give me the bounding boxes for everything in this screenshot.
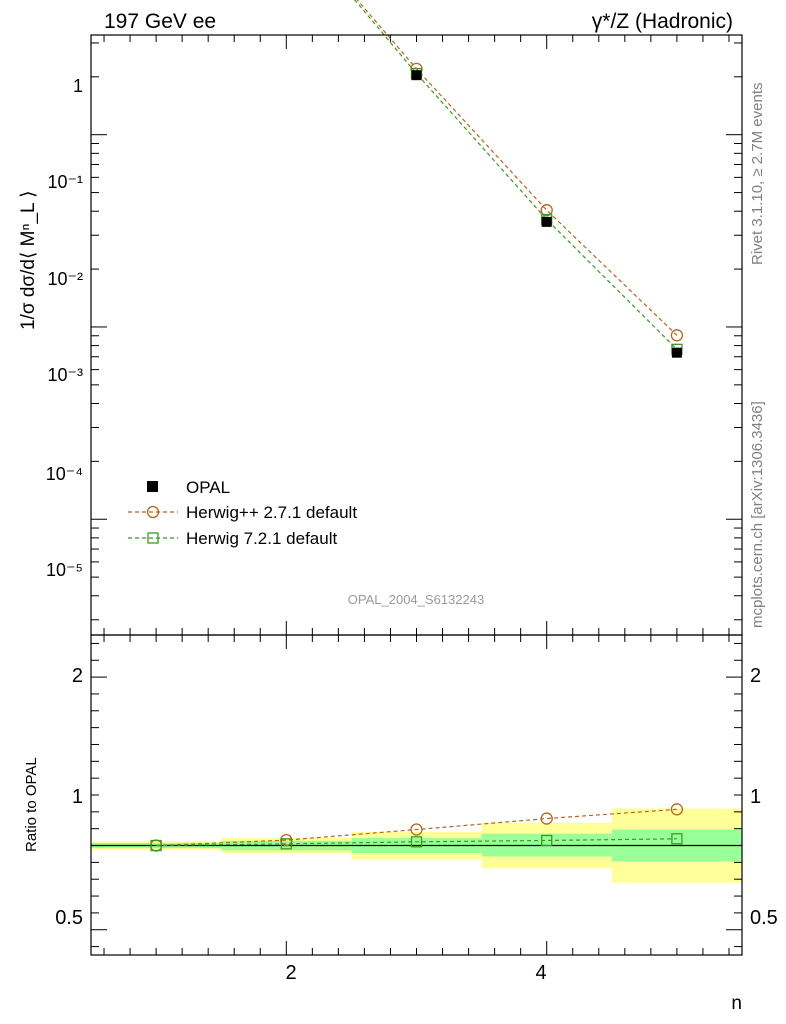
- main-series-markers: [410, 62, 684, 358]
- main-line-1: [356, 0, 678, 336]
- main-axis-ticks: [91, 35, 742, 635]
- ratio-ylabel: Ratio to OPAL: [23, 757, 40, 852]
- legend-label-herwig7: Herwig 7.2.1 default: [186, 529, 337, 548]
- main-series-lines: [354, 0, 678, 350]
- rivet-label: Rivet 3.1.10, ≥ 2.7M events: [749, 83, 766, 266]
- main-point-opal: [671, 347, 682, 358]
- main-ylabel: 1/σ dσ/d⟨ Mⁿ_L ⟩: [18, 190, 39, 330]
- ratio-point-herwig7: [671, 833, 683, 845]
- legend: OPAL Herwig++ 2.7.1 default Herwig 7.2.1…: [128, 478, 357, 548]
- main-point-opal: [541, 216, 552, 227]
- ratio-point-herwig7: [410, 836, 423, 848]
- ratio-ytick-right-05: 0.5: [750, 907, 778, 929]
- main-point-herwigpp: [670, 329, 684, 342]
- ratio-point-herwig7: [541, 834, 553, 847]
- main-point-opal: [411, 70, 422, 81]
- main-ytick-label-2: 10⁻¹: [47, 172, 83, 192]
- ratio-ytick-left-2: 2: [72, 665, 83, 687]
- legend-label-herwigpp: Herwig++ 2.7.1 default: [186, 503, 357, 522]
- main-line-2: [354, 0, 678, 350]
- ratio-point-herwigpp: [540, 812, 553, 825]
- ratio-line-0: [156, 808, 677, 847]
- ratio-ytick-left-1: 1: [72, 786, 83, 808]
- ratio-xtick-label-4: 4: [535, 962, 546, 984]
- ratio-point-herwigpp: [670, 803, 684, 816]
- main-y-tick-labels: 1 10⁻¹ 10⁻² 10⁻³ 10⁻⁴ 10⁻⁵: [46, 76, 83, 580]
- analysis-watermark: OPAL_2004_S6132243: [348, 592, 484, 607]
- ratio-xtick-label-2: 2: [285, 962, 296, 984]
- ratio-tick-labels: 2 1 0.5 2 1 0.5 2 4: [55, 665, 778, 984]
- ratio-point-herwig7: [280, 838, 292, 850]
- ratio-panel-frame: [90, 634, 743, 956]
- ratio-line-1: [156, 838, 677, 847]
- ratio-series-markers: [149, 803, 684, 852]
- ratio-point-herwig7: [150, 839, 162, 852]
- mcplots-label: mcplots.cern.ch [arXiv:1306.3436]: [749, 401, 766, 628]
- legend-label-opal: OPAL: [186, 478, 230, 497]
- legend-marker-herwigpp: [146, 505, 160, 519]
- header-left: 197 GeV ee: [104, 10, 216, 33]
- ratio-series-lines: [156, 808, 677, 847]
- main-ytick-label-5: 10⁻⁴: [46, 464, 83, 484]
- legend-marker-opal: [147, 481, 158, 492]
- header-right: γ*/Z (Hadronic): [592, 10, 733, 33]
- main-ylabel-text: 1/σ dσ/d⟨ Mⁿ_L ⟩: [18, 190, 39, 330]
- ratio-axis-ticks: [91, 635, 742, 955]
- ratio-ytick-right-1: 1: [750, 786, 761, 808]
- ratio-ytick-right-2: 2: [750, 665, 761, 687]
- ratio-xlabel: n: [731, 993, 742, 1014]
- main-point-herwigpp: [540, 204, 553, 217]
- main-ytick-label-4: 10⁻³: [47, 365, 83, 385]
- ratio-ytick-left-05: 0.5: [55, 907, 83, 929]
- legend-marker-herwig7: [147, 532, 159, 544]
- ratio-point-herwigpp: [410, 823, 423, 836]
- main-ytick-label-3: 10⁻²: [47, 269, 83, 289]
- main-ytick-label-6: 10⁻⁵: [46, 560, 83, 580]
- main-ytick-label-1: 1: [73, 76, 83, 96]
